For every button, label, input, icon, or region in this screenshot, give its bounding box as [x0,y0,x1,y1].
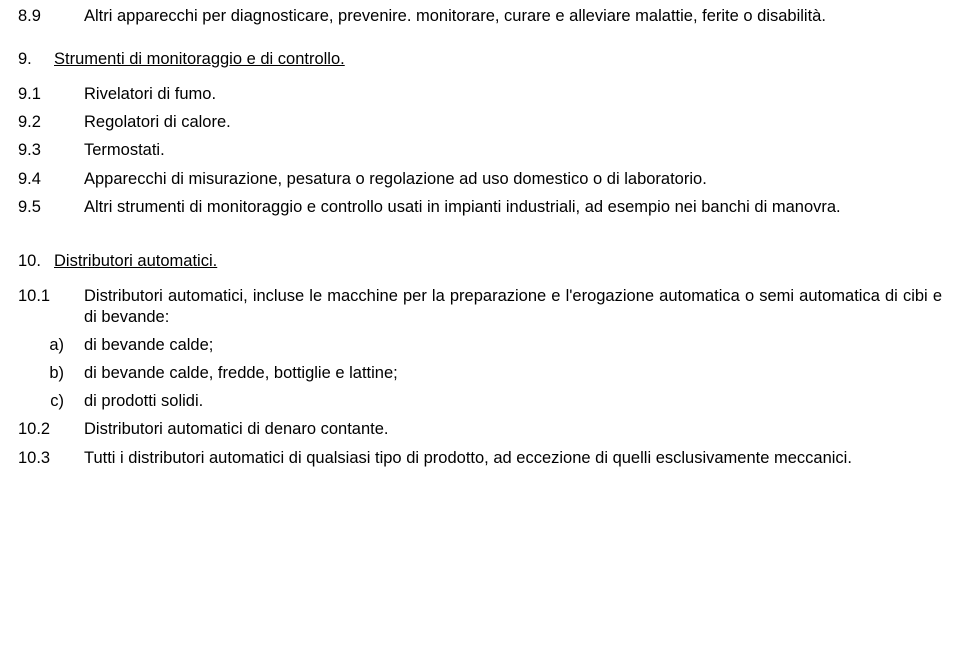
item-number: 9.4 [18,169,84,190]
section-heading: 10. Distributori automatici. [18,251,942,272]
item-number: 10.1 [18,286,84,307]
item-number: b) [18,363,84,384]
item-number: 10.3 [18,448,84,469]
list-item: 9.1 Rivelatori di fumo. [18,84,942,105]
item-number: 9.3 [18,140,84,161]
list-item: 10.1 Distributori automatici, incluse le… [18,286,942,328]
list-item: a) di bevande calde; [18,335,942,356]
item-text: Distributori automatici, incluse le macc… [84,286,942,328]
item-text: Apparecchi di misurazione, pesatura o re… [84,169,942,190]
item-text: Regolatori di calore. [84,112,942,133]
list-item: 9.3 Termostati. [18,140,942,161]
item-number: 9.2 [18,112,84,133]
section-heading: 9. Strumenti di monitoraggio e di contro… [18,49,942,70]
item-number: 10.2 [18,419,84,440]
document-page: 8.9 Altri apparecchi per diagnosticare, … [0,0,960,659]
heading-text: Strumenti di monitoraggio e di controllo… [54,49,345,70]
list-item: 8.9 Altri apparecchi per diagnosticare, … [18,6,942,27]
item-number: c) [18,391,84,412]
item-text: Termostati. [84,140,942,161]
item-text: di bevande calde; [84,335,942,356]
list-item: 9.5 Altri strumenti di monitoraggio e co… [18,197,942,218]
heading-number: 10. [18,251,54,272]
item-number: 9.1 [18,84,84,105]
heading-number: 9. [18,49,54,70]
list-item: 10.2 Distributori automatici di denaro c… [18,419,942,440]
list-item: c) di prodotti solidi. [18,391,942,412]
item-text: Altri strumenti di monitoraggio e contro… [84,197,942,218]
item-text: Altri apparecchi per diagnosticare, prev… [84,6,942,27]
item-number: 8.9 [18,6,84,27]
item-text: Rivelatori di fumo. [84,84,942,105]
list-item: 9.2 Regolatori di calore. [18,112,942,133]
heading-text: Distributori automatici. [54,251,217,272]
item-text: di bevande calde, fredde, bottiglie e la… [84,363,942,384]
item-text: Tutti i distributori automatici di quals… [84,448,942,469]
list-item: b) di bevande calde, fredde, bottiglie e… [18,363,942,384]
item-text: Distributori automatici di denaro contan… [84,419,942,440]
item-number: 9.5 [18,197,84,218]
item-text: di prodotti solidi. [84,391,942,412]
list-item: 9.4 Apparecchi di misurazione, pesatura … [18,169,942,190]
item-number: a) [18,335,84,356]
list-item: 10.3 Tutti i distributori automatici di … [18,448,942,469]
